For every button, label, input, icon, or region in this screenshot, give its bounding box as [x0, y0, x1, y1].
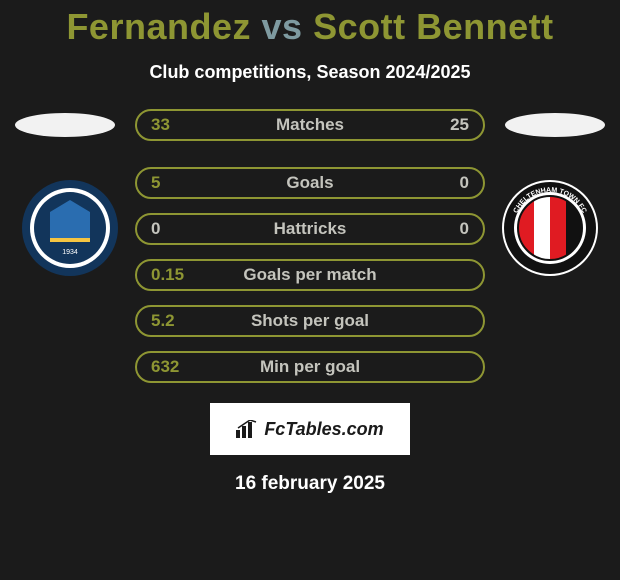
stat-label: Min per goal — [260, 357, 360, 377]
fctables-watermark: FcTables.com — [210, 403, 410, 455]
club-badge-left: 1934 — [20, 178, 120, 278]
stat-left-value: 33 — [151, 115, 170, 135]
stat-row-2: 0 Hattricks 0 — [135, 213, 485, 245]
player2-name: Scott Bennett — [313, 6, 554, 47]
stat-label: Goals per match — [243, 265, 376, 285]
stat-right-value: 0 — [460, 173, 469, 193]
svg-text:1934: 1934 — [62, 249, 78, 256]
stat-label: Hattricks — [274, 219, 347, 239]
page-title: Fernandez vs Scott Bennett — [0, 0, 620, 48]
stat-left-value: 0.15 — [151, 265, 184, 285]
stat-pill: 5.2 Shots per goal — [135, 305, 485, 337]
flag-left — [15, 113, 115, 137]
stat-row-5: 632 Min per goal — [135, 351, 485, 383]
stat-left-value: 632 — [151, 357, 179, 377]
top-row: 33 Matches 25 — [0, 109, 620, 141]
date-text: 16 february 2025 — [0, 473, 620, 495]
stat-left-value: 0 — [151, 219, 160, 239]
stat-left-value: 5.2 — [151, 311, 175, 331]
stat-left-value: 5 — [151, 173, 160, 193]
stat-row-0: 33 Matches 25 — [135, 109, 485, 141]
stat-label: Matches — [276, 115, 344, 135]
cheltenham-badge-icon: CHELTENHAM TOWN FC — [500, 178, 600, 278]
subtitle: Club competitions, Season 2024/2025 — [0, 62, 620, 83]
stat-pill: 33 Matches 25 — [135, 109, 485, 141]
stat-right-value: 25 — [450, 115, 469, 135]
club-badge-right: CHELTENHAM TOWN FC — [500, 178, 600, 278]
stat-right-value: 0 — [460, 219, 469, 239]
stat-label: Shots per goal — [251, 311, 369, 331]
bar-chart-icon — [236, 420, 258, 438]
peterborough-badge-icon: 1934 — [20, 178, 120, 278]
stat-pill: 5 Goals 0 — [135, 167, 485, 199]
player1-name: Fernandez — [66, 6, 251, 47]
flag-right — [505, 113, 605, 137]
stat-pill: 632 Min per goal — [135, 351, 485, 383]
fctables-label: FcTables.com — [264, 419, 383, 440]
vs-text: vs — [262, 6, 303, 47]
stat-row-4: 5.2 Shots per goal — [135, 305, 485, 337]
stat-pill: 0.15 Goals per match — [135, 259, 485, 291]
stat-row-1: 5 Goals 0 — [135, 167, 485, 199]
stat-pill: 0 Hattricks 0 — [135, 213, 485, 245]
comparison-card: Fernandez vs Scott Bennett Club competit… — [0, 0, 620, 580]
stat-row-3: 0.15 Goals per match — [135, 259, 485, 291]
stat-label: Goals — [286, 173, 333, 193]
